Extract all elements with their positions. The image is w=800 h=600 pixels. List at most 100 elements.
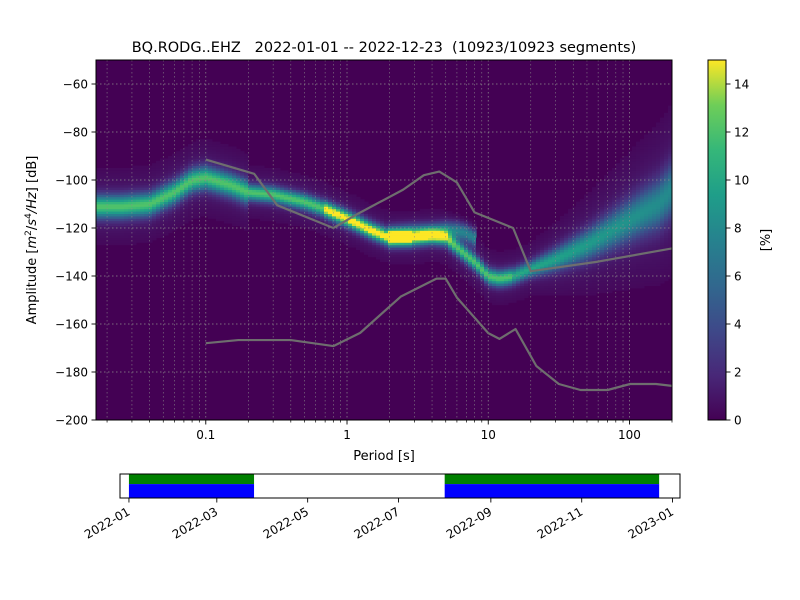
heatmap-cell [252,211,257,214]
heatmap-cell [448,256,453,260]
heatmap-cell [488,278,493,282]
heatmap-cell [448,261,453,265]
heatmap-cell [104,182,109,186]
heatmap-cell [108,218,113,222]
heatmap-cell [344,235,349,238]
heatmap-cell [200,206,205,210]
heatmap-cell [292,201,297,205]
heatmap-cell [104,196,109,200]
heatmap-cell [156,225,161,229]
heatmap-cell [468,264,473,267]
heatmap-cell [164,216,169,219]
heatmap-cell [452,237,457,241]
heatmap-cell [648,182,653,186]
heatmap-cell [576,218,581,222]
heatmap-cell [252,175,257,178]
heatmap-cell [648,180,653,183]
heatmap-cell [608,261,613,265]
heatmap-cell [632,259,637,262]
heatmap-cell [348,230,353,234]
heatmap-cell [352,242,357,246]
heatmap-cell [564,271,569,274]
heatmap-cell [664,204,669,207]
heatmap-cell [616,273,621,277]
heatmap-cell [164,158,169,162]
heatmap-cell [428,230,433,234]
heatmap-cell [188,158,193,162]
heatmap-cell [584,240,589,243]
heatmap-cell [224,220,229,224]
heatmap-cell [588,230,593,234]
heatmap-cell [660,148,665,152]
heatmap-cell [324,232,329,236]
colorbar-label: [%] [759,229,774,252]
heatmap-cell [408,228,413,231]
heatmap-cell [652,134,657,138]
heatmap-cell [444,213,449,217]
heatmap-cell [656,225,661,229]
heatmap-cell [628,187,633,190]
heatmap-cell [640,235,645,238]
heatmap-cell [136,240,141,243]
heatmap-cell [632,264,637,267]
heatmap-cell [100,213,105,217]
heatmap-cell [164,213,169,217]
heatmap-cell [568,223,573,226]
heatmap-cell [384,218,389,222]
heatmap-cell [544,254,549,258]
heatmap-cell [144,211,149,214]
heatmap-cell [632,276,637,279]
heatmap-cell [312,182,317,186]
heatmap-cell [288,172,293,176]
heatmap-cell [504,276,509,279]
heatmap-cell [228,204,233,207]
heatmap-cell [132,216,137,219]
heatmap-cell [604,261,609,265]
heatmap-cell [256,189,261,193]
heatmap-cell [608,268,613,272]
heatmap-cell [664,151,669,154]
heatmap-cell [228,196,233,200]
heatmap-cell [568,220,573,224]
heatmap-cell [172,194,177,198]
heatmap-cell [204,187,209,190]
heatmap-cell [488,297,493,301]
heatmap-cell [116,168,121,171]
heatmap-cell [228,194,233,198]
heatmap-cell [588,249,593,253]
heatmap-cell [244,196,249,200]
heatmap-cell [592,232,597,236]
heatmap-cell [388,228,393,231]
colorbar-tick-label: 12 [734,125,749,139]
heatmap-cell [572,249,577,253]
heatmap-cell [460,225,465,229]
heatmap-cell [668,249,672,253]
heatmap-cell [588,204,593,207]
heatmap-cell [436,220,441,224]
heatmap-cell [216,187,221,190]
heatmap-cell [204,148,209,152]
heatmap-cell [616,278,621,282]
heatmap-cell [120,206,125,210]
heatmap-cell [656,170,661,174]
heatmap-cell [108,180,113,183]
heatmap-cell [620,240,625,243]
heatmap-cell [648,201,653,205]
heatmap-cell [536,271,541,274]
heatmap-cell [572,278,577,282]
heatmap-cell [276,206,281,210]
heatmap-cell [192,146,197,150]
heatmap-cell [396,220,401,224]
heatmap-cell [644,163,649,166]
heatmap-cell [652,216,657,219]
heatmap-cell [456,249,461,253]
heatmap-cell [108,235,113,238]
heatmap-cell [228,218,233,222]
heatmap-cell [644,261,649,265]
heatmap-cell [176,216,181,219]
heatmap-cell [432,237,437,241]
heatmap-cell [600,192,605,195]
heatmap-cell [588,213,593,217]
heatmap-cell [588,196,593,200]
heatmap-cell [396,249,401,253]
